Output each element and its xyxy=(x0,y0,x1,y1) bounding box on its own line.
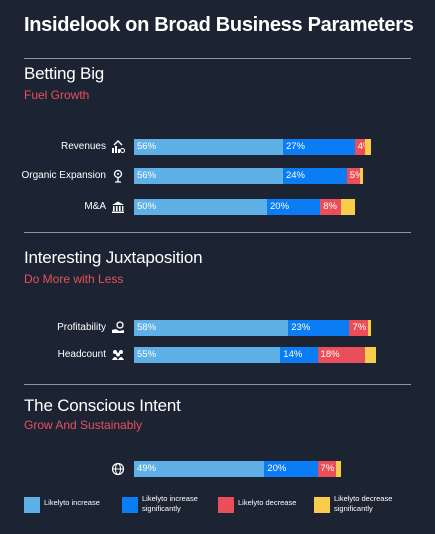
bar-segment: 5% xyxy=(346,168,361,184)
bar-segment: 14% xyxy=(280,347,318,363)
stacked-bar: 50% 20% 8% xyxy=(134,199,400,215)
stacked-bar: 55% 14% 18% xyxy=(134,347,400,363)
divider xyxy=(24,58,411,59)
profitability-icon xyxy=(111,321,125,335)
stacked-bar: 49% 20% 7% xyxy=(134,461,400,477)
bar-segment xyxy=(360,168,364,184)
bar-segment: 55% xyxy=(134,347,281,363)
section-subtitle-2: Do More with Less xyxy=(24,272,124,286)
bar-segment xyxy=(336,461,342,477)
bar-segment: 24% xyxy=(282,168,347,184)
legend-label: Likelyto increase significantly xyxy=(142,494,198,513)
page-title: Insidelook on Broad Business Parameters xyxy=(24,14,414,36)
bar-segment xyxy=(365,347,377,363)
headcount-icon xyxy=(111,348,125,362)
globe-icon xyxy=(111,462,125,476)
stacked-bar: 56%27%4% xyxy=(134,139,400,155)
bar-segment: 58% xyxy=(134,320,289,336)
section-subtitle-3: Grow And Sustainably xyxy=(24,418,143,432)
section-title-1: Betting Big xyxy=(24,64,105,83)
chart-legend: Likelyto increase Likelyto increase sign… xyxy=(24,494,424,518)
bar-segment: 23% xyxy=(288,320,350,336)
bar-segment: 56% xyxy=(134,139,283,155)
category-label: Revenues xyxy=(60,141,106,152)
category-label: Organic Expansion xyxy=(21,170,107,181)
revenue-icon xyxy=(111,140,125,154)
bar-segment xyxy=(341,199,355,215)
bar-segment: 49% xyxy=(134,461,265,477)
bar-segment: 50% xyxy=(134,199,267,215)
legend-label: Likelyto decrease xyxy=(238,498,297,507)
bar-segment: 56% xyxy=(134,168,283,184)
legend-swatch xyxy=(218,497,234,513)
bank-icon xyxy=(111,200,125,214)
legend-swatch xyxy=(24,497,40,513)
section-title-3: The Conscious Intent xyxy=(24,396,181,415)
bar-segment: 20% xyxy=(267,199,321,215)
bar-segment xyxy=(368,320,372,336)
bar-segment xyxy=(365,139,371,155)
bar-segment: 8% xyxy=(320,199,342,215)
bar-segment: 4% xyxy=(354,139,366,155)
legend-label: Likelyto decrease significantly xyxy=(334,494,393,513)
bar-segment: 20% xyxy=(264,461,318,477)
legend-swatch xyxy=(122,497,138,513)
stacked-bar: 56%24%5% xyxy=(134,168,400,184)
divider xyxy=(24,232,411,233)
bar-segment: 27% xyxy=(282,139,355,155)
stacked-bar: 58% 23% 7% xyxy=(134,320,400,336)
category-label: M&A xyxy=(84,201,106,212)
category-label: Profitability xyxy=(57,322,106,333)
bar-segment: 18% xyxy=(317,347,366,363)
section-subtitle-1: Fuel Growth xyxy=(24,88,90,102)
bar-segment: 7% xyxy=(317,461,337,477)
category-label: Headcount xyxy=(57,349,106,360)
section-title-2: Interesting Juxtaposition xyxy=(24,248,203,267)
bar-segment: 7% xyxy=(349,320,369,336)
legend-swatch xyxy=(314,497,330,513)
organic-expansion-icon xyxy=(111,169,125,183)
divider xyxy=(24,384,411,385)
legend-label: Likelyto increase xyxy=(44,498,100,507)
